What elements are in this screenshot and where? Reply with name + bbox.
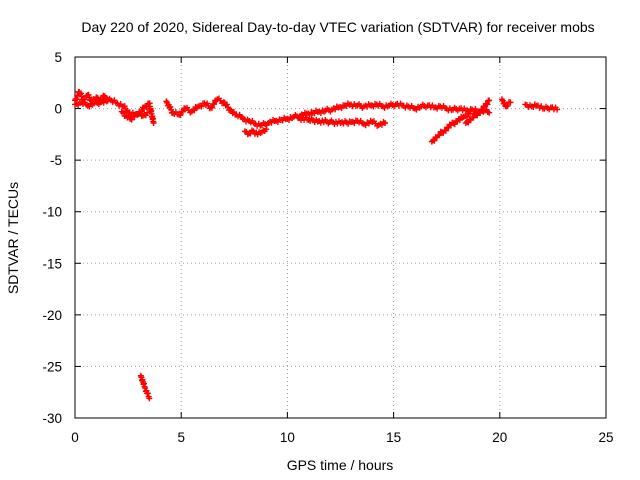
data-point	[208, 104, 215, 111]
data-point	[484, 101, 491, 108]
series-track-10	[462, 97, 493, 127]
series-track-9	[428, 110, 474, 145]
data-point	[179, 108, 186, 115]
series-track-13	[137, 372, 153, 402]
data-point	[486, 97, 493, 104]
data-point	[144, 390, 151, 397]
data-point	[223, 101, 230, 108]
data-point	[128, 116, 135, 123]
data-point	[554, 106, 561, 113]
data-point	[431, 137, 438, 144]
x-axis-label: GPS time / hours	[287, 457, 394, 473]
plot-frame	[74, 56, 607, 419]
x-tick-label: 5	[177, 430, 185, 445]
series-track-11	[498, 96, 514, 110]
y-tick-label: -15	[42, 256, 62, 271]
y-tick-label: -30	[42, 411, 62, 426]
data-point	[382, 120, 389, 127]
x-tick-label: 25	[598, 430, 613, 445]
y-tick-label: 5	[54, 50, 62, 65]
data-point	[486, 109, 493, 116]
data-point	[85, 91, 92, 98]
data-point	[479, 106, 486, 113]
series-track-12	[522, 101, 561, 113]
data-point	[227, 106, 234, 113]
series-track-2	[72, 97, 110, 110]
data-point	[263, 126, 270, 133]
y-tick-label: 0	[54, 102, 62, 117]
data-point	[198, 103, 205, 110]
series-track-5	[163, 95, 246, 121]
data-point	[507, 99, 514, 106]
data-point	[177, 112, 184, 119]
data-point	[476, 110, 483, 117]
x-tick-label: 10	[280, 430, 295, 445]
y-tick-label: -20	[42, 308, 62, 323]
x-tick-label: 0	[71, 430, 79, 445]
series-track-7	[241, 126, 270, 138]
x-tick-label: 20	[492, 430, 507, 445]
series-track-4	[118, 108, 151, 123]
series-track-8	[295, 114, 389, 129]
x-tick-label: 15	[386, 430, 401, 445]
data-point	[150, 120, 157, 127]
data-point	[146, 395, 153, 402]
data-point	[211, 101, 218, 108]
chart-title: Day 220 of 2020, Sidereal Day-to-day VTE…	[81, 19, 594, 35]
data-point	[121, 103, 128, 110]
data-point	[167, 103, 174, 110]
data-point	[451, 121, 458, 128]
data-point	[77, 90, 84, 97]
data-points	[72, 88, 561, 402]
data-point	[144, 109, 151, 116]
data-point	[504, 102, 511, 109]
y-tick-label: -5	[50, 153, 62, 168]
y-tick-label: -10	[42, 205, 62, 220]
y-axis-label: SDTVAR / TECUs	[5, 182, 21, 294]
y-tick-label: -25	[42, 359, 62, 374]
axis-ticks: 0 5 10 15 20 25 5 0 -5 -10 -15 -20 -25 -30	[42, 50, 613, 445]
